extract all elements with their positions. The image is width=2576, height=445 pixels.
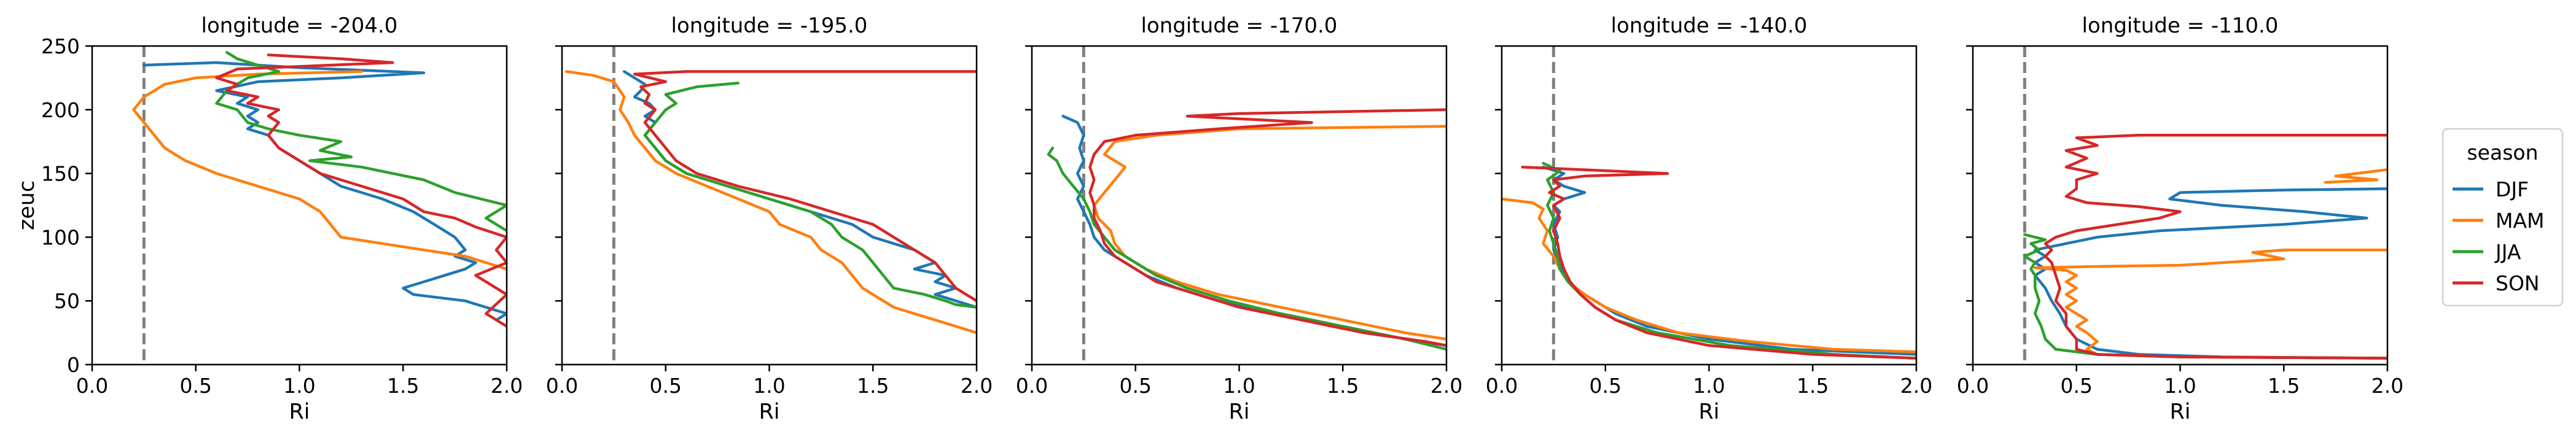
legend-label-son: SON bbox=[2496, 271, 2540, 295]
y-tick-label: 250 bbox=[41, 34, 80, 58]
series-line-djf bbox=[1542, 165, 1916, 356]
y-tick-label: 150 bbox=[41, 162, 80, 186]
panel-3: 0.0 0.5 1.0 1.5 2.0 Ri longitude = -170.0 bbox=[1016, 14, 1462, 424]
series-line-son bbox=[633, 70, 977, 303]
series-line-son bbox=[2043, 134, 2387, 360]
series-group bbox=[2023, 134, 2387, 360]
series-line-mam bbox=[2034, 248, 2387, 360]
series-line-son bbox=[1521, 165, 1916, 360]
series-line-son bbox=[1088, 108, 1446, 347]
chart-panels: 0.0 0.5 1.0 1.5 2.0 Ri 0 50 100 150 200 250 zeuc long… bbox=[15, 14, 2403, 424]
x-tick-label: 1.0 bbox=[753, 374, 785, 398]
legend-label-mam: MAM bbox=[2496, 209, 2545, 233]
panel-frame bbox=[1501, 45, 1918, 366]
x-tick-label: 2.0 bbox=[1430, 374, 1462, 398]
legend-label-djf: DJF bbox=[2496, 177, 2529, 201]
panel-1: 0.0 0.5 1.0 1.5 2.0 Ri 0 50 100 150 200 250 zeuc long… bbox=[15, 14, 523, 424]
x-tick-label: 1.5 bbox=[1797, 374, 1829, 398]
series-line-mam bbox=[564, 70, 977, 335]
series-line-jja bbox=[2023, 233, 2387, 360]
x-axis-label: Ri bbox=[289, 400, 310, 424]
x-tick-label: 0.5 bbox=[2061, 374, 2093, 398]
series-line-mam bbox=[132, 70, 507, 271]
y-tick-label: 200 bbox=[41, 98, 80, 122]
series-line-jja bbox=[1047, 146, 1446, 351]
chart-legend: season DJF MAM JJA SON bbox=[2441, 128, 2564, 307]
series-line-jja bbox=[215, 51, 507, 233]
x-axis-label: Ri bbox=[1698, 400, 1719, 424]
panel-title: longitude = -110.0 bbox=[2082, 14, 2279, 38]
x-tick-label: 1.5 bbox=[1327, 374, 1359, 398]
panel-5: 0.0 0.5 1.0 1.5 2.0 Ri longitude = -110.0 bbox=[1957, 14, 2403, 424]
x-tick-label: 1.0 bbox=[283, 374, 315, 398]
legend-label-jja: JJA bbox=[2494, 240, 2521, 264]
x-tick-label: 2.0 bbox=[961, 374, 993, 398]
series-line-jja bbox=[643, 81, 977, 309]
y-axis-label: zeuc bbox=[15, 180, 39, 230]
series-line-mam bbox=[1093, 125, 1446, 341]
x-tick-label: 0.5 bbox=[1120, 374, 1152, 398]
x-tick-label: 0.5 bbox=[650, 374, 682, 398]
x-tick-label: 0.0 bbox=[546, 374, 578, 398]
panel-title: longitude = -204.0 bbox=[201, 14, 398, 38]
series-group bbox=[1502, 161, 1916, 360]
panel-2: 0.0 0.5 1.0 1.5 2.0 Ri longitude = -195.0 bbox=[546, 14, 993, 424]
y-tick-label: 0 bbox=[67, 353, 80, 377]
panel-frame bbox=[561, 45, 978, 366]
series-group bbox=[1047, 108, 1446, 351]
legend-title: season bbox=[2467, 141, 2538, 164]
panel-frame bbox=[1972, 45, 2389, 366]
x-tick-label: 2.0 bbox=[1900, 374, 1932, 398]
x-tick-label: 0.5 bbox=[1590, 374, 1622, 398]
panel-title: longitude = -170.0 bbox=[1141, 14, 1338, 38]
panel-title: longitude = -140.0 bbox=[1611, 14, 1808, 38]
x-axis-label: Ri bbox=[1228, 400, 1249, 424]
series-group bbox=[564, 70, 977, 335]
x-tick-label: 1.5 bbox=[857, 374, 889, 398]
x-tick-label: 2.0 bbox=[2371, 374, 2403, 398]
x-tick-label: 0.5 bbox=[180, 374, 212, 398]
panel-4: 0.0 0.5 1.0 1.5 2.0 Ri longitude = -140.0 bbox=[1486, 14, 1932, 424]
panel-frame bbox=[91, 45, 508, 366]
x-tick-label: 1.0 bbox=[1223, 374, 1255, 398]
series-line-djf bbox=[623, 70, 977, 309]
y-tick-label: 50 bbox=[54, 289, 80, 313]
series-line-mam bbox=[2324, 168, 2387, 184]
x-tick-label: 0.0 bbox=[1486, 374, 1518, 398]
x-axis-label: Ri bbox=[2169, 400, 2190, 424]
panel-title: longitude = -195.0 bbox=[671, 14, 868, 38]
x-tick-label: 1.5 bbox=[387, 374, 419, 398]
x-tick-label: 1.0 bbox=[1693, 374, 1725, 398]
x-tick-label: 0.0 bbox=[76, 374, 108, 398]
legend-box bbox=[2441, 128, 2564, 307]
x-tick-label: 0.0 bbox=[1957, 374, 1989, 398]
x-tick-label: 1.5 bbox=[2268, 374, 2300, 398]
series-group bbox=[132, 51, 507, 328]
series-line-djf bbox=[142, 61, 507, 322]
series-line-jja bbox=[1542, 161, 1916, 360]
x-tick-label: 1.0 bbox=[2164, 374, 2196, 398]
y-tick-label: 100 bbox=[41, 225, 80, 249]
x-axis-label: Ri bbox=[759, 400, 779, 424]
series-line-son bbox=[215, 53, 507, 328]
x-tick-label: 2.0 bbox=[491, 374, 523, 398]
x-tick-label: 0.0 bbox=[1016, 374, 1048, 398]
